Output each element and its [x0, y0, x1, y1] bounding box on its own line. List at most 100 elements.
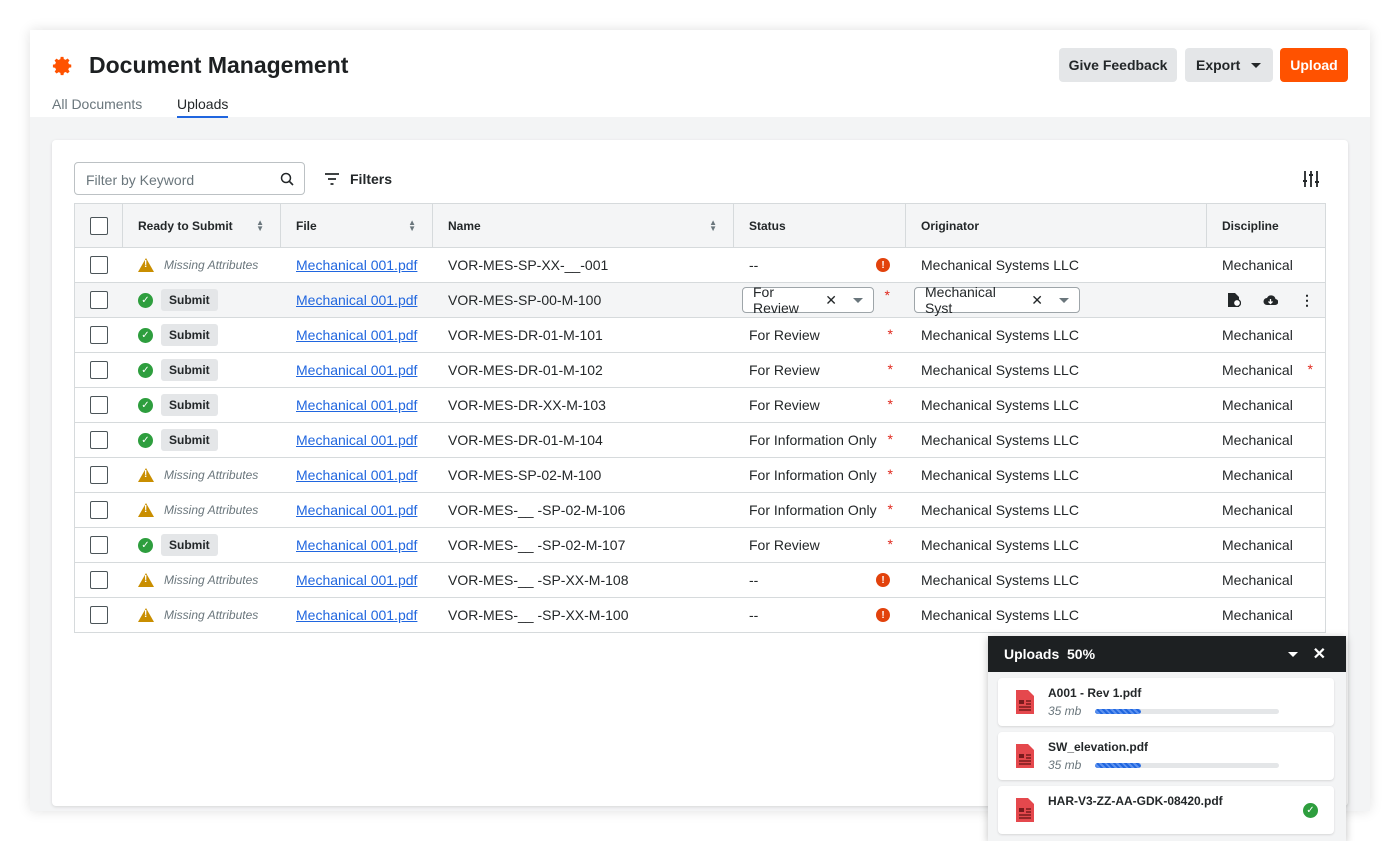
row-checkbox[interactable]: [90, 536, 108, 554]
file-link[interactable]: Mechanical 001.pdf: [296, 572, 418, 588]
header-cell: Discipline: [1207, 204, 1325, 247]
column-header-3[interactable]: Name: [448, 218, 481, 233]
cell: Mechanical 001.pdf: [281, 388, 433, 422]
column-header-6[interactable]: Discipline: [1222, 218, 1279, 233]
sort-icon[interactable]: ▲ ▼: [408, 217, 416, 233]
collapse-icon[interactable]: [1288, 651, 1298, 657]
file-link[interactable]: Mechanical 001.pdf: [296, 607, 418, 623]
row-checkbox[interactable]: [90, 396, 108, 414]
cell: VOR-MES-__ -SP-02-M-107: [433, 528, 734, 562]
file-link[interactable]: Mechanical 001.pdf: [296, 537, 418, 553]
table-row[interactable]: Missing Attributes Mechanical 001.pdf VOR-…: [75, 598, 1325, 632]
caret-down-icon[interactable]: [853, 297, 863, 303]
export-button[interactable]: Export: [1185, 48, 1273, 82]
sort-icon[interactable]: ▲ ▼: [709, 217, 717, 233]
filters-button[interactable]: Filters: [324, 171, 392, 187]
submit-button[interactable]: Submit: [161, 359, 218, 381]
row-checkbox[interactable]: [90, 326, 108, 344]
row-checkbox[interactable]: [90, 361, 108, 379]
row-checkbox[interactable]: [90, 466, 108, 484]
cell: Mechanical: [1207, 318, 1325, 352]
column-header-4[interactable]: Status: [749, 218, 786, 233]
originator-select[interactable]: Mechanical Syst ✕: [914, 284, 1080, 316]
file-link[interactable]: Mechanical 001.pdf: [296, 362, 418, 378]
submit-button[interactable]: Submit: [161, 429, 218, 451]
check-circle-icon: ✓: [138, 362, 153, 378]
search-placeholder: Filter by Keyword: [86, 172, 195, 188]
cell: VOR-MES-DR-01-M-101: [433, 318, 734, 352]
preview-file-icon[interactable]: [1227, 293, 1241, 307]
file-link[interactable]: Mechanical 001.pdf: [296, 467, 418, 483]
sort-icon[interactable]: ▲ ▼: [256, 217, 264, 233]
table-row[interactable]: ✓ Submit Mechanical 001.pdf VOR-MES-DR-01-M…: [75, 423, 1325, 458]
row-checkbox[interactable]: [90, 291, 108, 309]
table-row[interactable]: ✓ Submit Mechanical 001.pdf VOR-MES-DR-01-M…: [75, 318, 1325, 353]
column-header-2[interactable]: File: [296, 218, 317, 233]
submit-button[interactable]: Submit: [161, 324, 218, 346]
filter-icon: [325, 173, 339, 185]
column-header-1[interactable]: Ready to Submit: [138, 218, 233, 233]
give-feedback-button[interactable]: Give Feedback: [1059, 48, 1177, 82]
file-link[interactable]: Mechanical 001.pdf: [296, 432, 418, 448]
uploads-panel: Uploads 50% ✕ A001 - Rev 1.pdf 35 mb SW_el…: [988, 636, 1346, 841]
row-checkbox[interactable]: [90, 431, 108, 449]
originator-value: Mechanical Systems LLC: [921, 607, 1079, 623]
table-row[interactable]: ✓ Submit Mechanical 001.pdf VOR-MES-SP-00-M…: [75, 283, 1325, 318]
tab-uploads[interactable]: Uploads: [177, 96, 229, 118]
status-value: For Review: [749, 327, 820, 343]
table-row[interactable]: Missing Attributes Mechanical 001.pdf VOR-…: [75, 458, 1325, 493]
required-indicator: *: [887, 431, 893, 447]
file-link[interactable]: Mechanical 001.pdf: [296, 397, 418, 413]
status-select[interactable]: For Review ✕: [742, 284, 874, 316]
cell: ✓ Submit: [123, 353, 281, 387]
select-all-checkbox[interactable]: [89, 216, 108, 235]
row-checkbox[interactable]: [90, 501, 108, 519]
status-value: --: [749, 257, 759, 273]
column-settings-icon[interactable]: [1302, 170, 1320, 188]
file-link[interactable]: Mechanical 001.pdf: [296, 292, 418, 308]
table-row[interactable]: ✓ Submit Mechanical 001.pdf VOR-MES-DR-01-M…: [75, 353, 1325, 388]
clear-icon[interactable]: ✕: [825, 291, 837, 308]
cloud-download-icon[interactable]: [1263, 294, 1278, 306]
clear-icon[interactable]: ✕: [1031, 291, 1043, 308]
more-options-icon[interactable]: ⋮: [1300, 291, 1314, 308]
cell: ✓ Submit: [123, 423, 281, 457]
cell: Missing Attributes: [123, 248, 281, 282]
tab-all-documents[interactable]: All Documents: [52, 96, 143, 112]
document-name: VOR-MES-__ -SP-XX-M-108: [448, 572, 629, 588]
table-row[interactable]: Missing Attributes Mechanical 001.pdf VOR-…: [75, 563, 1325, 598]
table-row[interactable]: ✓ Submit Mechanical 001.pdf VOR-MES-DR-XX-M…: [75, 388, 1325, 423]
table-row[interactable]: ✓ Submit Mechanical 001.pdf VOR-MES-__ -SP-…: [75, 528, 1325, 563]
close-icon[interactable]: ✕: [1312, 646, 1326, 663]
row-checkbox[interactable]: [90, 571, 108, 589]
search-input[interactable]: Filter by Keyword: [74, 162, 305, 195]
submit-button[interactable]: Submit: [161, 394, 218, 416]
cell: Mechanical Systems LLC: [906, 353, 1207, 387]
required-indicator: *: [1307, 361, 1313, 377]
submit-button[interactable]: Submit: [161, 289, 218, 311]
header-cell: Status: [734, 204, 906, 247]
export-label: Export: [1196, 57, 1241, 73]
column-header-5[interactable]: Originator: [921, 218, 980, 233]
cell: Mechanical 001.pdf: [281, 563, 433, 597]
table-row[interactable]: Missing Attributes Mechanical 001.pdf VOR-…: [75, 248, 1325, 283]
discipline-value: Mechanical: [1222, 257, 1293, 273]
submit-button[interactable]: Submit: [161, 534, 218, 556]
caret-down-icon[interactable]: [1059, 297, 1069, 303]
table-row[interactable]: Missing Attributes Mechanical 001.pdf VOR-…: [75, 493, 1325, 528]
discipline-value: Mechanical: [1222, 537, 1293, 553]
discipline-value: Mechanical: [1222, 607, 1293, 623]
file-link[interactable]: Mechanical 001.pdf: [296, 257, 418, 273]
file-link[interactable]: Mechanical 001.pdf: [296, 502, 418, 518]
file-link[interactable]: Mechanical 001.pdf: [296, 327, 418, 343]
originator-value: Mechanical Systems LLC: [921, 257, 1079, 273]
cell: VOR-MES-__ -SP-XX-M-100: [433, 598, 734, 632]
cell: Mechanical 001.pdf: [281, 318, 433, 352]
status-value: For Review: [749, 362, 820, 378]
cell: Mechanical 001.pdf: [281, 283, 433, 317]
upload-button[interactable]: Upload: [1280, 48, 1348, 82]
cell: Mechanical Syst ✕: [906, 283, 1207, 317]
row-checkbox[interactable]: [90, 606, 108, 624]
originator-value: Mechanical Syst: [925, 284, 996, 316]
row-checkbox[interactable]: [90, 256, 108, 274]
